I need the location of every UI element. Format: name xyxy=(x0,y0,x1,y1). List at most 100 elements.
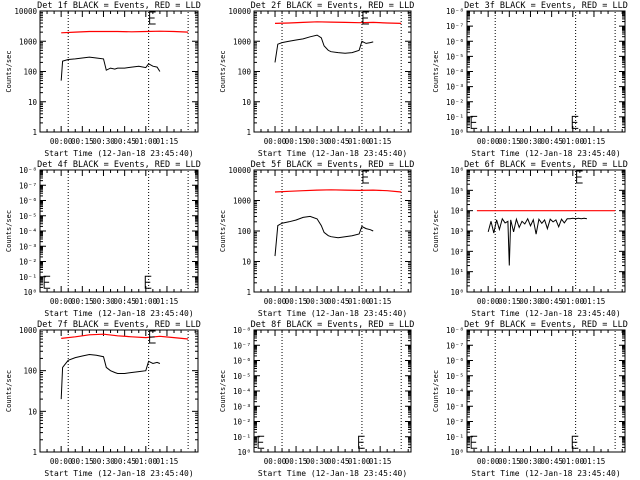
y-tick-label: 10⁻⁶ xyxy=(19,197,37,206)
chart-title: Det 3f BLACK = Events, RED = LLD xyxy=(464,1,628,11)
chart-panel-5: Det 5f BLACK = Events, RED = LLD Counts/s… xyxy=(219,160,414,318)
y-tick-label: 10⁻⁵ xyxy=(446,372,464,381)
x-tick-label: 01:00 xyxy=(135,297,158,306)
e-marker-glyph xyxy=(571,435,579,449)
x-tick-label: 01:00 xyxy=(348,297,371,306)
y-tick-label: 10⁻⁷ xyxy=(446,22,464,31)
y-axis-label: Counts/sec xyxy=(219,370,227,412)
chart-panel-7: Det 7f BLACK = Events, RED = LLD Counts/s… xyxy=(5,320,201,478)
chart-title: Det 2f BLACK = Events, RED = LLD xyxy=(251,1,415,11)
y-tick-label: 10⁻³ xyxy=(233,402,251,411)
y-tick-label: 10⁻⁵ xyxy=(446,52,464,61)
y-tick-label: 10⁵ xyxy=(450,186,464,195)
x-tick-label: 00:30 xyxy=(519,457,542,466)
y-tick-label: 1 xyxy=(32,448,37,457)
y-tick-label: 10⁰ xyxy=(237,448,251,457)
e-marker-glyph xyxy=(358,435,365,449)
y-axis-label: Counts/sec xyxy=(432,50,440,92)
e-marker-glyph xyxy=(362,170,369,184)
x-axis-label: Start Time (12-Jan-18 23:45:40) xyxy=(258,469,407,478)
x-tick-label: 00:00 xyxy=(477,297,500,306)
x-tick-label: 01:00 xyxy=(348,457,371,466)
x-tick-label: 00:30 xyxy=(519,137,542,146)
y-tick-label: 10⁻³ xyxy=(19,242,37,251)
y-axis-label: Counts/sec xyxy=(432,370,440,412)
x-tick-label: 00:45 xyxy=(113,137,136,146)
plot-frame xyxy=(39,10,199,133)
plot-frame xyxy=(253,329,412,453)
lld-series-line xyxy=(274,189,402,193)
chart-panel-3: Det 3f BLACK = Events, RED = LLD Counts/s… xyxy=(432,1,628,158)
e-marker-glyph xyxy=(571,115,579,129)
events-series-line xyxy=(60,353,161,400)
y-tick-label: 10⁻⁵ xyxy=(233,372,251,381)
x-tick-label: 01:15 xyxy=(156,457,179,466)
x-tick-label: 00:15 xyxy=(71,457,94,466)
x-tick-label: 00:00 xyxy=(50,457,73,466)
chart-panel-8: Det 8f BLACK = Events, RED = LLD Counts/s… xyxy=(219,320,414,478)
y-tick-label: 10⁻² xyxy=(19,258,37,267)
x-tick-label: 01:00 xyxy=(562,297,585,306)
x-tick-label: 01:00 xyxy=(348,137,371,146)
e-marker-glyph xyxy=(43,275,51,289)
y-tick-label: 10⁻⁴ xyxy=(19,227,37,236)
x-tick-label: 01:00 xyxy=(135,457,158,466)
plot-frame xyxy=(466,10,626,133)
y-axis-label: Counts/sec xyxy=(219,210,227,252)
events-series-line xyxy=(487,217,587,266)
chart-panel-1: Det 1f BLACK = Events, RED = LLD Counts/s… xyxy=(5,1,201,158)
x-tick-label: 00:45 xyxy=(540,457,563,466)
events-series-line xyxy=(274,34,374,63)
x-tick-label: 00:45 xyxy=(540,297,563,306)
y-tick-label: 10⁻² xyxy=(446,418,464,427)
y-tick-label: 100 xyxy=(237,227,251,236)
events-series-line xyxy=(60,56,161,81)
x-tick-label: 00:30 xyxy=(306,457,329,466)
y-axis-label: Counts/sec xyxy=(5,370,13,412)
y-axis-label: Counts/sec xyxy=(5,50,13,92)
x-tick-label: 00:15 xyxy=(285,297,308,306)
y-axis-label: Counts/sec xyxy=(432,210,440,252)
y-tick-label: 10 xyxy=(242,258,252,267)
x-axis-label: Start Time (12-Jan-18 23:45:40) xyxy=(471,149,620,158)
y-tick-label: 10⁻⁴ xyxy=(233,387,251,396)
events-series-line xyxy=(274,215,374,257)
y-tick-label: 10000 xyxy=(14,7,37,16)
plot-frame xyxy=(39,329,199,453)
y-tick-label: 10⁻⁵ xyxy=(19,212,37,221)
y-tick-label: 10⁻⁸ xyxy=(233,326,251,335)
e-marker-glyph xyxy=(470,435,478,449)
y-tick-label: 10² xyxy=(450,247,464,256)
lld-series-line xyxy=(274,21,402,24)
y-axis-label: Counts/sec xyxy=(5,210,13,252)
x-tick-label: 00:45 xyxy=(327,137,350,146)
e-marker-glyph xyxy=(576,170,583,184)
y-tick-label: 10 xyxy=(28,98,38,107)
y-tick-label: 10⁻³ xyxy=(446,83,464,92)
y-tick-label: 10⁻⁶ xyxy=(446,37,464,46)
x-tick-label: 00:00 xyxy=(50,137,73,146)
x-axis-label: Start Time (12-Jan-18 23:45:40) xyxy=(44,309,193,318)
y-tick-label: 1000 xyxy=(19,326,38,335)
x-axis-label: Start Time (12-Jan-18 23:45:40) xyxy=(471,309,620,318)
y-tick-label: 10⁻¹ xyxy=(233,433,251,442)
x-tick-label: 00:15 xyxy=(71,137,94,146)
y-tick-label: 10⁻⁸ xyxy=(19,166,37,175)
x-tick-label: 01:15 xyxy=(369,457,392,466)
x-tick-label: 00:45 xyxy=(540,137,563,146)
x-tick-label: 00:45 xyxy=(113,297,136,306)
x-tick-label: 00:15 xyxy=(498,137,521,146)
x-tick-label: 00:00 xyxy=(50,297,73,306)
chart-title: Det 4f BLACK = Events, RED = LLD xyxy=(37,160,201,170)
chart-panel-9: Det 9f BLACK = Events, RED = LLD Counts/s… xyxy=(432,320,628,478)
x-tick-label: 01:15 xyxy=(369,297,392,306)
e-marker-glyph xyxy=(149,11,156,25)
x-tick-label: 00:30 xyxy=(92,137,115,146)
e-marker-glyph xyxy=(362,11,369,25)
y-tick-label: 10⁻⁷ xyxy=(233,341,251,350)
x-tick-label: 00:45 xyxy=(327,457,350,466)
y-tick-label: 10⁻¹ xyxy=(446,433,464,442)
x-tick-label: 00:15 xyxy=(498,457,521,466)
y-tick-label: 10³ xyxy=(450,227,464,236)
